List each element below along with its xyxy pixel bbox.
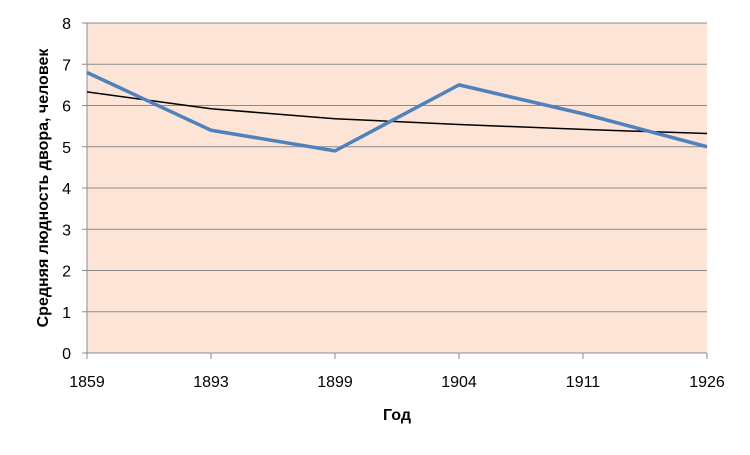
y-tick-label: 4 (62, 181, 71, 198)
x-tick-label: 1893 (193, 374, 229, 391)
x-tick-label: 1911 (566, 374, 601, 391)
y-tick-label: 2 (62, 264, 71, 281)
y-tick-label: 0 (62, 346, 71, 363)
y-tick-label: 8 (62, 16, 71, 33)
x-tick-label: 1926 (689, 374, 725, 391)
y-tick-label: 5 (62, 140, 71, 157)
data-line (86, 91, 708, 135)
x-tick-label: 1859 (69, 374, 105, 391)
x-tick-label: 1899 (317, 374, 353, 391)
data-line (86, 70, 708, 153)
y-axis-label: Средняя людность двора, человек (35, 48, 52, 328)
y-tick-label: 6 (62, 99, 71, 116)
x-axis-label: Год (383, 407, 411, 424)
y-tick-label: 1 (62, 305, 71, 322)
x-tick-label: 1904 (441, 374, 477, 391)
y-tick-label: 3 (62, 222, 71, 239)
y-tick-label: 7 (62, 57, 71, 74)
